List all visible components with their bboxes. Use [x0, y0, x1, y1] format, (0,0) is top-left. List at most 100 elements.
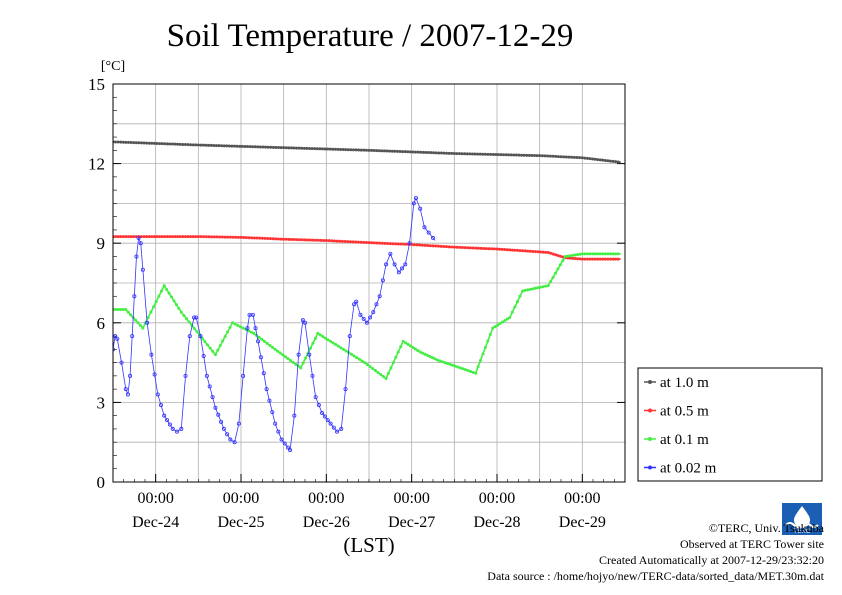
- data-point: [399, 345, 403, 349]
- data-point: [383, 149, 387, 153]
- data-point: [183, 373, 188, 378]
- data-point: [158, 142, 162, 146]
- data-point: [283, 355, 287, 359]
- data-point: [147, 141, 151, 145]
- data-point: [329, 339, 333, 343]
- data-point: [528, 249, 532, 253]
- data-point: [413, 347, 417, 351]
- data-point: [255, 236, 259, 240]
- data-point: [487, 247, 491, 251]
- data-point: [221, 426, 226, 431]
- data-point: [129, 141, 133, 145]
- data-point: [174, 303, 178, 307]
- data-point: [334, 429, 339, 434]
- data-point: [250, 236, 254, 240]
- data-point: [554, 271, 558, 275]
- data-point: [479, 358, 483, 362]
- data-point: [116, 308, 120, 312]
- legend-label: at 0.5 m: [660, 404, 709, 420]
- data-point: [332, 239, 336, 243]
- data-point: [433, 357, 437, 361]
- data-series: [113, 140, 621, 453]
- data-point: [194, 315, 199, 320]
- data-point: [556, 155, 560, 159]
- data-point: [346, 240, 350, 244]
- data-point: [580, 257, 584, 261]
- data-point: [549, 279, 553, 283]
- data-point: [367, 148, 371, 152]
- y-tick-label: 3: [97, 393, 106, 412]
- data-point: [517, 153, 521, 157]
- data-point: [258, 236, 262, 240]
- data-point: [375, 149, 379, 153]
- data-point: [373, 369, 377, 373]
- data-point: [191, 143, 195, 147]
- data-source-text: Data source : /home/hojyo/new/TERC-data/…: [487, 569, 824, 583]
- data-point: [203, 340, 207, 344]
- data-point: [339, 346, 343, 350]
- data-point: [452, 245, 456, 249]
- data-point: [355, 356, 359, 360]
- data-point: [289, 146, 293, 150]
- data-point: [570, 155, 574, 159]
- data-point: [518, 249, 522, 253]
- data-point: [322, 238, 326, 242]
- data-point: [411, 345, 415, 349]
- data-point: [288, 358, 292, 362]
- data-point: [323, 336, 327, 340]
- data-point: [300, 146, 304, 150]
- data-point: [216, 348, 220, 352]
- data-point: [430, 356, 434, 360]
- data-point: [473, 152, 477, 156]
- data-point: [219, 419, 224, 424]
- data-point: [274, 237, 278, 241]
- data-point: [142, 141, 146, 145]
- data-point: [371, 367, 375, 371]
- data-point: [194, 143, 198, 147]
- data-point: [343, 239, 347, 243]
- y-tick-label: 15: [88, 75, 105, 94]
- legend-swatch-marker: [648, 408, 652, 413]
- x-tick-time: 00:00: [479, 490, 515, 507]
- chart-title: Soil Temperature / 2007-12-29: [167, 18, 574, 54]
- data-point: [344, 349, 348, 353]
- data-point: [136, 321, 140, 325]
- data-point: [199, 143, 203, 147]
- data-point: [471, 370, 475, 374]
- data-point: [544, 250, 548, 254]
- data-point: [572, 155, 576, 159]
- data-point: [575, 253, 579, 257]
- data-point: [121, 308, 125, 312]
- data-point: [271, 237, 275, 241]
- data-point: [292, 238, 296, 242]
- x-tick-time: 00:00: [223, 490, 259, 507]
- data-point: [416, 150, 420, 154]
- data-point: [341, 347, 345, 351]
- data-point: [308, 146, 312, 150]
- data-point: [593, 252, 597, 256]
- data-point: [447, 245, 451, 249]
- data-point: [374, 302, 379, 307]
- data-point: [228, 325, 232, 329]
- data-point: [568, 256, 572, 260]
- data-point: [260, 236, 264, 240]
- data-point: [252, 331, 256, 335]
- data-point: [204, 235, 208, 239]
- data-point: [521, 249, 525, 253]
- data-point: [119, 235, 123, 239]
- data-point: [527, 153, 531, 157]
- data-point: [207, 235, 211, 239]
- data-point: [251, 145, 255, 149]
- data-point: [368, 365, 372, 369]
- data-point: [407, 241, 412, 246]
- data-point: [207, 384, 212, 389]
- data-point: [243, 144, 247, 148]
- data-point: [508, 315, 512, 319]
- data-point: [155, 392, 160, 397]
- data-point: [404, 242, 408, 246]
- data-point: [591, 257, 595, 261]
- data-point: [216, 412, 221, 417]
- data-point: [478, 152, 482, 156]
- data-point: [469, 369, 473, 373]
- data-point: [298, 238, 302, 242]
